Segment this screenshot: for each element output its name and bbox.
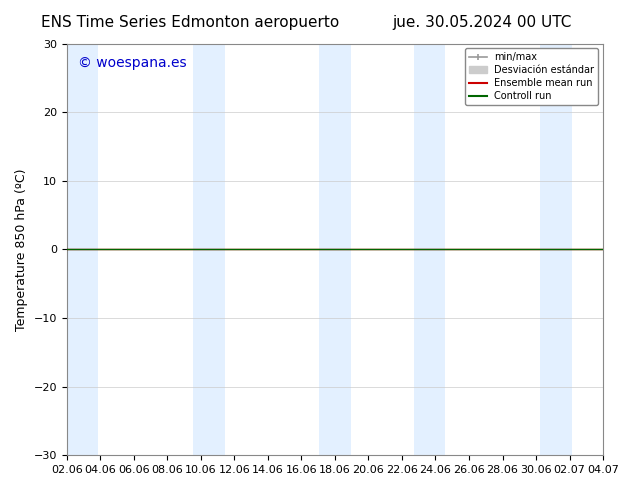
Bar <box>540 44 571 455</box>
Bar <box>67 44 98 455</box>
Y-axis label: Temperature 850 hPa (ºC): Temperature 850 hPa (ºC) <box>15 168 28 331</box>
Legend: min/max, Desviación estándar, Ensemble mean run, Controll run: min/max, Desviación estándar, Ensemble m… <box>465 49 598 105</box>
Text: ENS Time Series Edmonton aeropuerto: ENS Time Series Edmonton aeropuerto <box>41 15 339 30</box>
Text: jue. 30.05.2024 00 UTC: jue. 30.05.2024 00 UTC <box>392 15 571 30</box>
Bar <box>319 44 351 455</box>
Bar <box>193 44 224 455</box>
Bar <box>414 44 445 455</box>
Text: © woespana.es: © woespana.es <box>77 56 186 70</box>
